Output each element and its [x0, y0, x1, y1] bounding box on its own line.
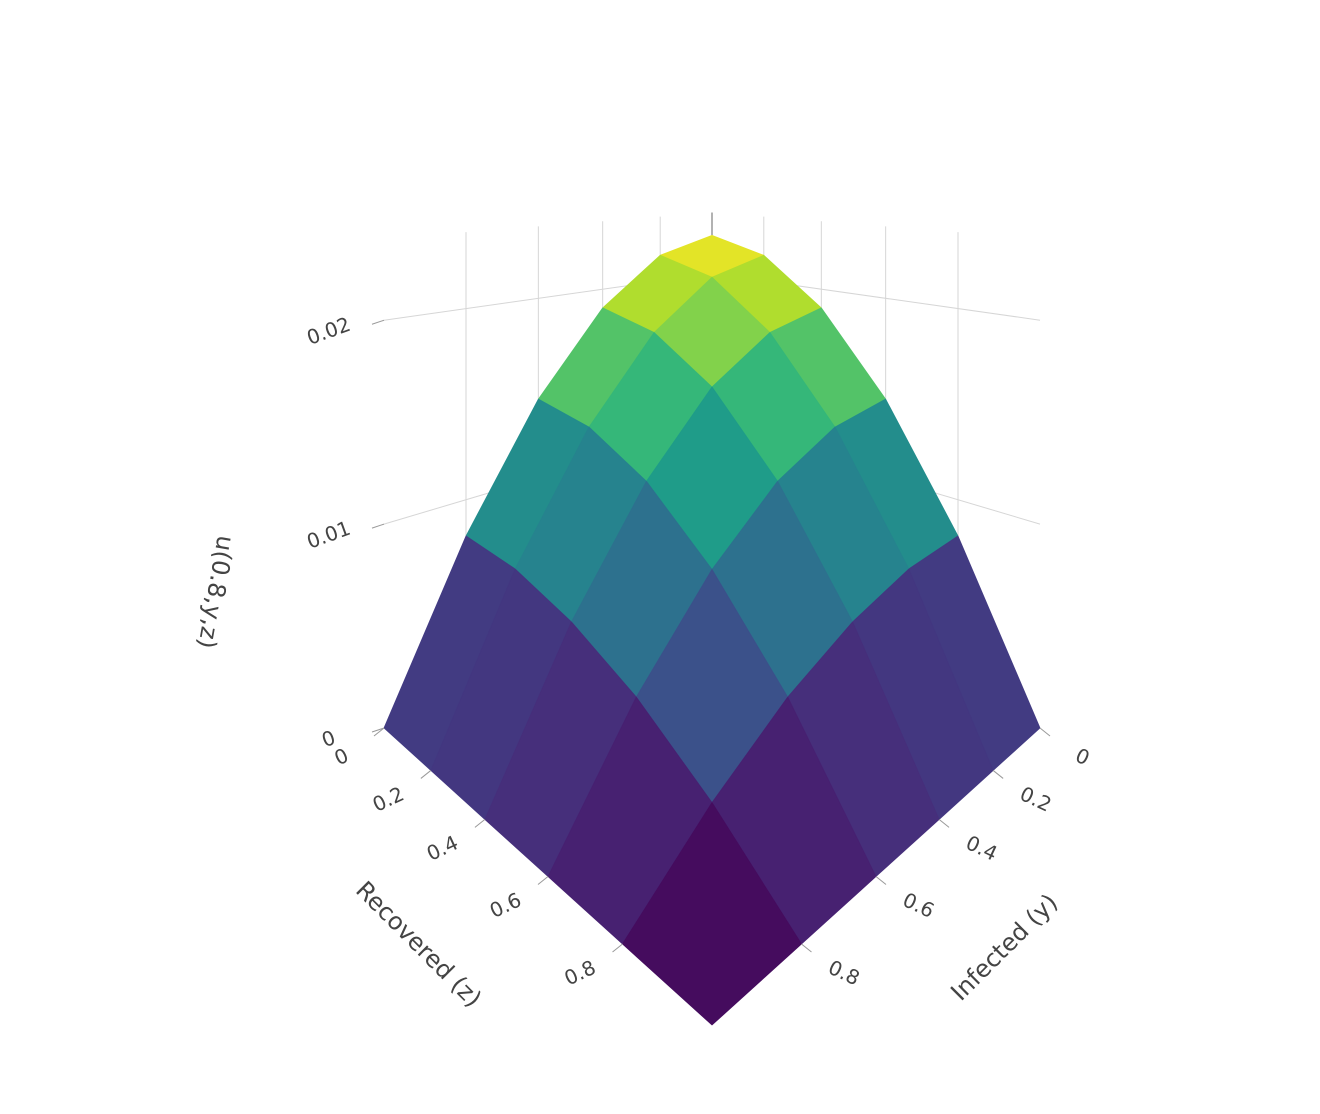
y-tick-label: 0.8	[825, 955, 864, 990]
y-tick-label: 0	[1072, 743, 1094, 770]
tick-mark	[373, 727, 385, 737]
axis-title: u(0.8,y,z)	[192, 534, 239, 651]
surface	[383, 234, 1041, 1026]
y-tick-label: 0.4	[962, 830, 1001, 865]
z-tick-label: 0.6	[486, 888, 525, 923]
tick-mark	[938, 818, 950, 828]
y-tick-label: 0.2	[1016, 781, 1055, 816]
tick-mark	[612, 943, 623, 953]
tick-mark	[420, 770, 432, 779]
tick-mark	[1039, 727, 1051, 737]
tick-mark	[875, 876, 887, 885]
y-tick-label: 0.6	[899, 888, 938, 923]
tick-mark	[371, 319, 385, 325]
z-tick-label: 0.8	[560, 955, 599, 990]
axis-title: Infected (y)	[945, 888, 1063, 1006]
tick-mark	[474, 818, 486, 828]
z-tick-label: 0.4	[423, 830, 462, 865]
axis-title: Recovered (z)	[350, 876, 487, 1013]
tick-mark	[371, 727, 385, 733]
u-tick-label: 0	[318, 725, 338, 752]
tick-mark	[537, 876, 549, 885]
z-tick-label: 0.2	[369, 781, 408, 816]
tick-mark	[992, 770, 1004, 779]
tick-mark	[801, 943, 812, 953]
u-tick-label: 0.01	[303, 516, 353, 554]
tick-mark	[371, 523, 385, 529]
u-tick-label: 0.02	[303, 312, 353, 350]
surface-cell	[622, 802, 802, 1026]
